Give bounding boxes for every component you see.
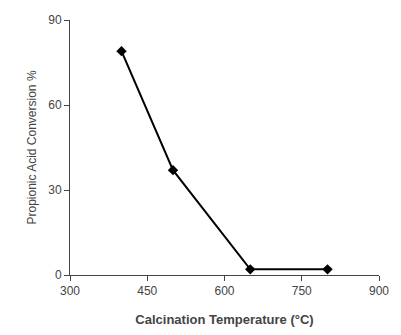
svg-text:600: 600 [214, 284, 234, 298]
svg-text:450: 450 [137, 284, 157, 298]
svg-text:Calcination Temperature (°C): Calcination Temperature (°C) [135, 312, 313, 327]
svg-text:750: 750 [292, 284, 312, 298]
svg-text:30: 30 [48, 183, 62, 197]
svg-text:60: 60 [48, 98, 62, 112]
svg-text:300: 300 [60, 284, 80, 298]
svg-text:Propionic Acid Conversion %: Propionic Acid Conversion % [25, 70, 39, 224]
svg-text:900: 900 [369, 284, 389, 298]
svg-text:0: 0 [55, 268, 62, 282]
svg-text:90: 90 [48, 13, 62, 27]
